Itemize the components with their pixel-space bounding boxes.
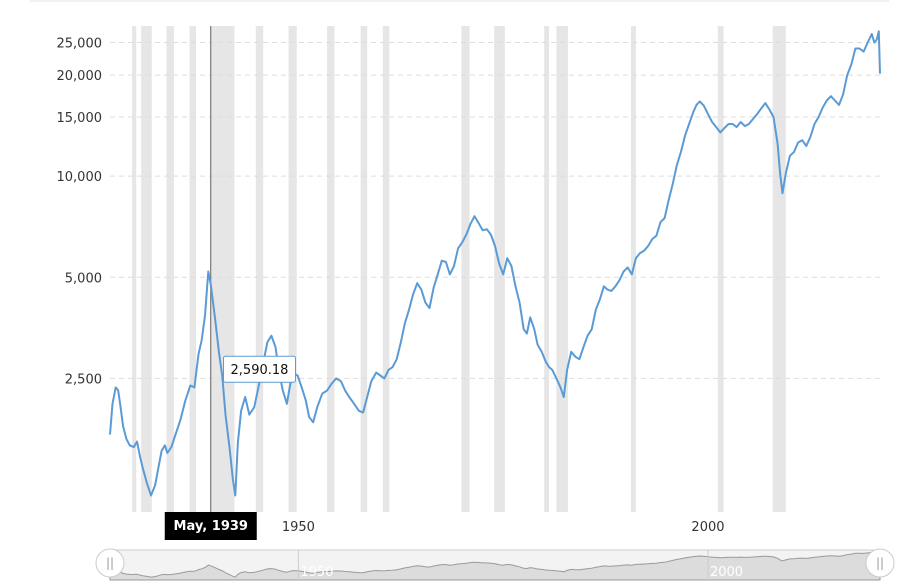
recession-band-8 (360, 26, 368, 512)
recession-band-1 (141, 26, 152, 512)
x-axis: 1950 2000 (282, 520, 725, 535)
y-tick-label-20000: 20,000 (57, 69, 103, 84)
recession-band-7 (327, 26, 335, 512)
y-tick-label-5000: 5,000 (65, 271, 102, 286)
recession-band-6 (288, 26, 297, 512)
crosshair-date-label: May, 1939 (164, 512, 257, 540)
recession-band-2 (166, 26, 174, 512)
recession-band-3 (189, 26, 197, 512)
crosshair-date-text: May, 1939 (174, 519, 248, 534)
x-tick-label-2000: 2000 (691, 520, 724, 535)
recession-band-9 (382, 26, 390, 512)
y-axis: 2,500 5,000 10,000 15,000 20,000 25,000 (57, 37, 103, 388)
y-tick-label-10000: 10,000 (57, 170, 103, 185)
navigator-right-handle[interactable]: || (865, 548, 895, 578)
recession-band-11 (494, 26, 505, 512)
grip-icon: || (106, 556, 114, 570)
recession-bands (132, 26, 786, 512)
recession-band-0 (132, 26, 137, 512)
x-tick-label-1950: 1950 (282, 520, 315, 535)
series-line[interactable] (109, 30, 881, 497)
tooltip-value: 2,590.18 (231, 363, 289, 378)
recession-band-12 (544, 26, 550, 512)
navigator-left-handle[interactable]: || (95, 548, 125, 578)
recession-band-16 (772, 26, 786, 512)
y-tick-label-2500: 2,500 (65, 372, 102, 387)
y-tick-label-15000: 15,000 (57, 111, 103, 126)
navigator-tick-label-1950: 1950 (300, 565, 333, 580)
tooltip: 2,590.18 (222, 355, 296, 383)
y-tick-label-25000: 25,000 (57, 37, 103, 52)
navigator-series-area (109, 551, 881, 581)
navigator[interactable]: 1950 2000 || || (95, 548, 895, 581)
recession-band-10 (461, 26, 470, 512)
grid-lines (110, 42, 880, 379)
grip-icon: || (876, 556, 884, 570)
recession-band-15 (717, 26, 724, 512)
navigator-ticks: 1950 2000 (297, 550, 743, 580)
recession-band-4 (209, 26, 235, 512)
navigator-tick-label-2000: 2000 (710, 565, 743, 580)
recession-band-5 (255, 26, 264, 512)
recession-band-13 (556, 26, 568, 512)
